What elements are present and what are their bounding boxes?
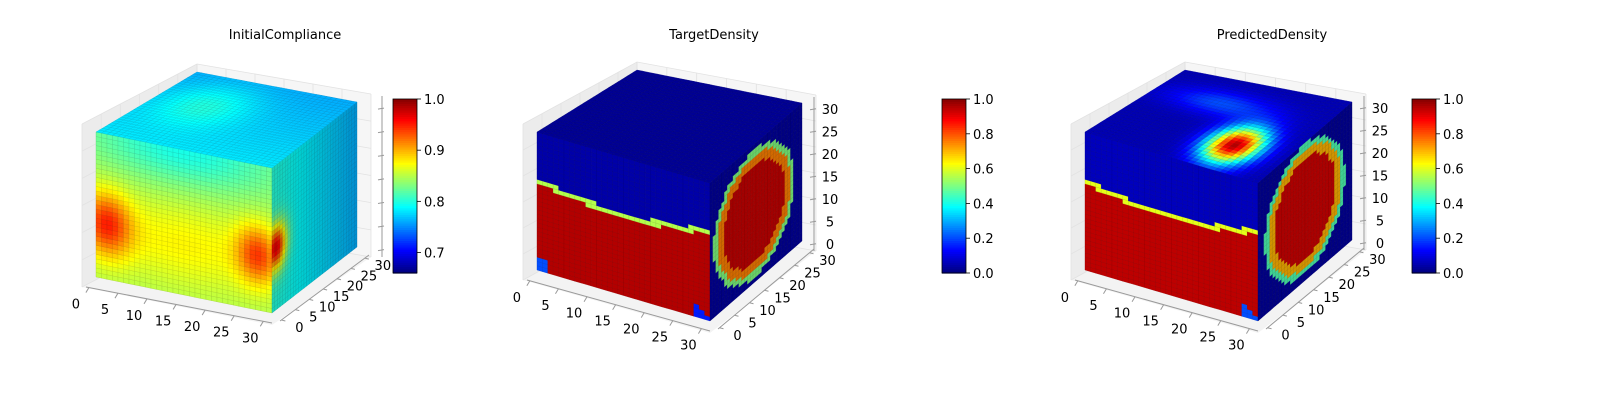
z-tick	[377, 225, 385, 228]
y-tick-label: 5	[309, 311, 317, 326]
chart-title: InitialCompliance	[229, 28, 342, 43]
chart-panel-2: 051015202530051015202530051015202530Targ…	[513, 28, 994, 354]
y-tick	[281, 319, 286, 322]
y-tick-label: 30	[375, 259, 392, 274]
x-tick-label: 5	[101, 303, 109, 318]
z-tick	[377, 131, 385, 134]
y-tick	[309, 298, 314, 301]
z-tick	[377, 107, 385, 110]
x-tick-label: 0	[72, 298, 80, 313]
z-tick	[377, 178, 385, 181]
colorbar: 0.7 0.8 0.9 1.0	[392, 93, 445, 274]
colorbar-tick-label: 0.7	[424, 247, 445, 262]
colorbar-segment	[393, 99, 417, 102]
colorbar-tick-label: 0.8	[424, 195, 445, 210]
cube-face-front	[95, 131, 273, 314]
y-tick	[295, 309, 300, 312]
x-tick	[85, 287, 90, 293]
colorbar-tick-label: 0.9	[424, 144, 445, 159]
y-tick	[322, 288, 328, 291]
colorbar-tick-label: 1.0	[424, 93, 445, 108]
chart-panel-1: 0 5 10 15 20 25 30051015202530InitialComplianc…	[72, 28, 445, 346]
x-tick-label: 20	[184, 320, 201, 335]
x-tick-label: 15	[155, 314, 172, 329]
y-tick-label: 0	[295, 321, 303, 336]
z-tick	[377, 154, 385, 157]
x-tick-label: 30	[242, 331, 259, 346]
z-tick	[377, 201, 385, 204]
x-tick	[114, 292, 119, 299]
x-tick-label: 25	[213, 326, 230, 341]
x-tick-label: 10	[126, 309, 143, 324]
z-tick	[377, 249, 385, 252]
